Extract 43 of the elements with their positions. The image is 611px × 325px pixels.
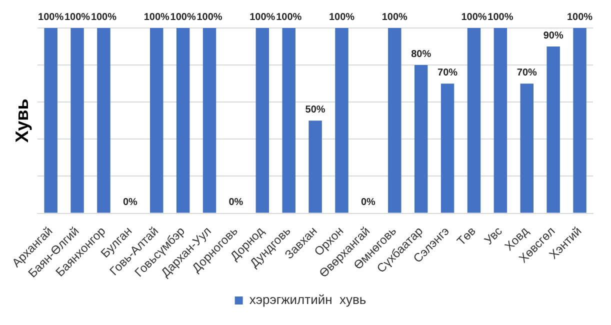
bar: [308, 120, 322, 213]
bar: [97, 28, 110, 213]
data-label: 100%: [250, 12, 276, 23]
bar: [414, 65, 428, 213]
bar: [335, 28, 348, 213]
bar: [573, 28, 586, 213]
y-axis-title: Хувь: [12, 98, 32, 143]
data-label: 0%: [360, 197, 376, 208]
bar: [494, 28, 508, 213]
bar: [546, 46, 560, 213]
bar: [44, 28, 58, 213]
bar: [440, 84, 454, 213]
data-label: 0%: [228, 197, 244, 208]
bar: [176, 28, 190, 213]
bar: [282, 28, 296, 213]
bar: [388, 28, 402, 213]
data-label: 100%: [276, 12, 302, 23]
bar: [256, 28, 270, 213]
data-label: 100%: [328, 12, 355, 23]
bar: [467, 28, 481, 213]
data-label: 100%: [566, 12, 593, 23]
data-label: 50%: [305, 104, 326, 116]
data-label: 90%: [543, 30, 564, 42]
x-tick-label: Төв: [454, 224, 478, 248]
bar: [70, 28, 84, 213]
data-label: 100%: [38, 12, 64, 23]
bar: [202, 28, 216, 213]
bar: [150, 28, 164, 213]
data-label: 100%: [170, 12, 196, 23]
legend-label: хэрэгжилтийн хувь: [249, 292, 366, 308]
data-label: 0%: [122, 197, 138, 208]
data-label: 70%: [438, 67, 458, 78]
data-label: 100%: [461, 12, 487, 23]
data-label: 100%: [488, 12, 514, 23]
data-label: 100%: [144, 12, 170, 23]
x-tick-label: Увс: [481, 224, 505, 248]
data-label: 100%: [90, 12, 117, 23]
data-label: 100%: [64, 12, 90, 23]
bar: [520, 84, 534, 213]
data-label: 80%: [411, 48, 432, 60]
data-label: 100%: [196, 12, 222, 23]
data-label: 70%: [516, 67, 537, 78]
data-label: 100%: [382, 12, 408, 23]
